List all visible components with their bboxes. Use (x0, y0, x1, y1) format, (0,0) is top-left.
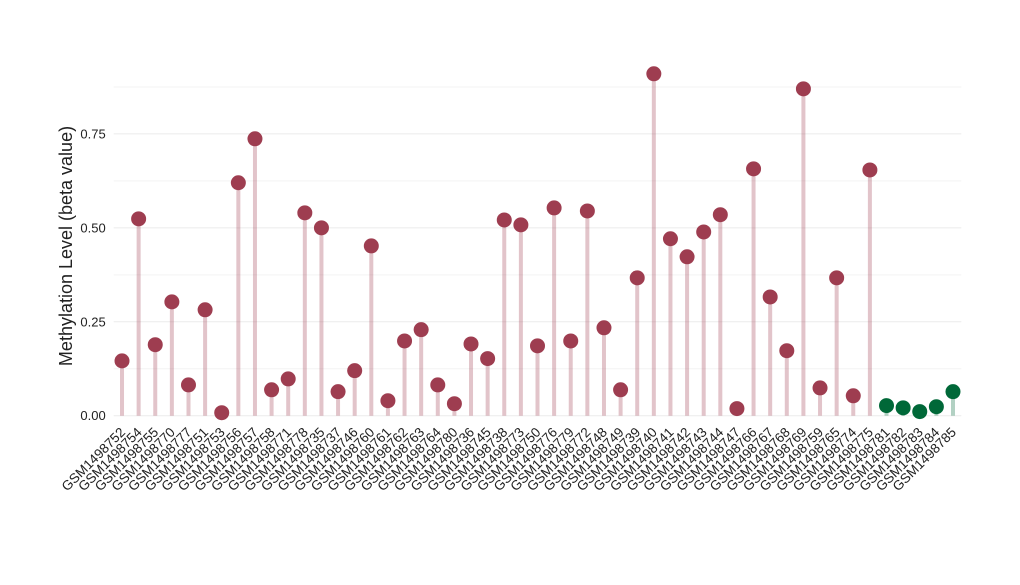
dot (746, 161, 762, 177)
dot (646, 66, 662, 82)
dot (363, 238, 379, 254)
dot (596, 320, 612, 336)
dot (729, 401, 745, 417)
dot (812, 380, 828, 396)
dot (795, 81, 811, 97)
dot (330, 384, 346, 400)
dot (928, 399, 944, 415)
y-tick-label: 0.50 (80, 220, 105, 235)
dot (247, 131, 263, 147)
dot (845, 388, 861, 404)
dot (530, 338, 545, 354)
dot (180, 377, 196, 393)
dot (446, 396, 462, 412)
dot (879, 398, 895, 414)
dot (264, 382, 280, 398)
dot (230, 175, 246, 191)
y-axis-title: Methylation Level (beta value) (56, 126, 76, 366)
y-tick-label: 0.25 (80, 314, 105, 329)
dot (430, 377, 446, 393)
dot (496, 212, 512, 228)
dot (662, 231, 678, 247)
dot (313, 220, 329, 236)
dot (480, 351, 496, 367)
dot (280, 371, 296, 387)
dot (779, 343, 795, 359)
dot (862, 162, 878, 178)
dot (629, 270, 645, 286)
dot (131, 211, 147, 227)
y-tick-label: 0.75 (80, 126, 105, 141)
dot (214, 405, 230, 421)
dot (347, 363, 363, 379)
dot (829, 270, 845, 286)
dot (563, 333, 579, 349)
y-tick-label: 0.00 (80, 408, 105, 423)
dot (912, 404, 928, 420)
dot (895, 400, 911, 416)
dot (164, 294, 180, 310)
dot (696, 224, 712, 240)
dot (579, 203, 595, 219)
dot (197, 302, 213, 318)
dot (679, 249, 695, 265)
dot (397, 333, 413, 349)
dot (463, 336, 479, 352)
dot (945, 384, 961, 400)
dot (513, 217, 529, 233)
dot (114, 353, 130, 369)
dot (613, 382, 629, 398)
dot (712, 207, 728, 223)
dot (380, 393, 396, 409)
dot (297, 205, 313, 221)
dot (546, 200, 562, 216)
dot (762, 289, 778, 305)
dot (413, 322, 429, 338)
dot (147, 337, 163, 353)
